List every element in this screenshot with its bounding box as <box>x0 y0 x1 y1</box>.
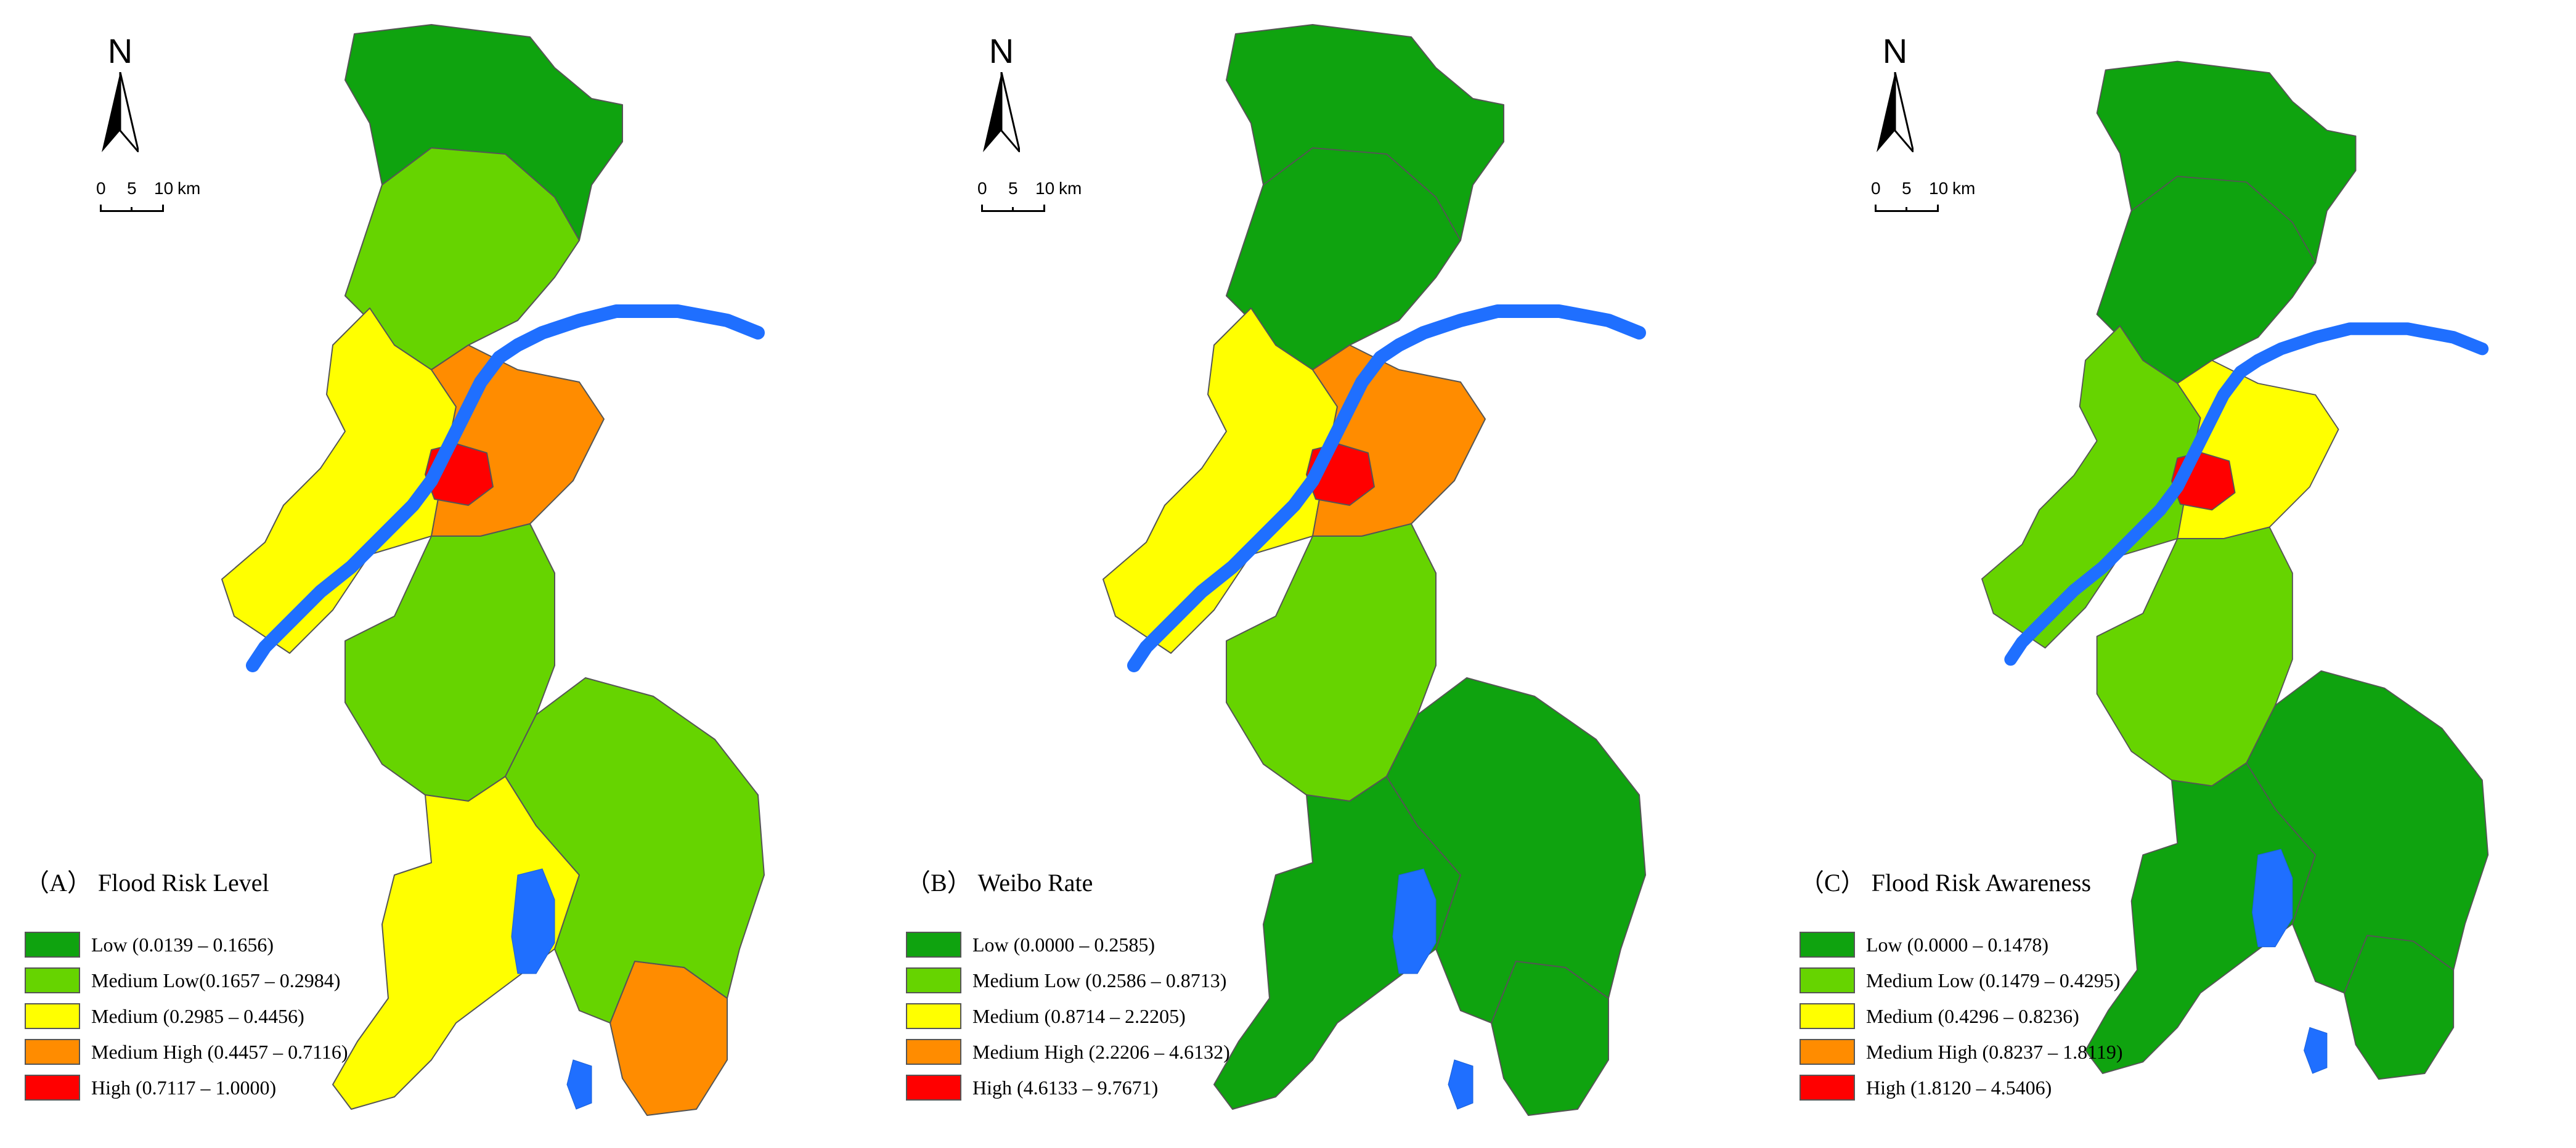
panel-title: （B） Weibo Rate <box>906 869 1093 897</box>
legend-item-medium-low: Medium Low (0.1479 – 0.4295) <box>1800 963 2268 998</box>
north-arrow-label: N <box>1882 31 1908 70</box>
scale-tick-0: 0 <box>96 179 106 198</box>
legend-item-medium-high: Medium High (2.2206 – 4.6132) <box>906 1034 1374 1070</box>
legend-item-high: High (4.6133 – 9.7671) <box>906 1070 1374 1105</box>
scale-tick-10: 10 <box>1929 179 1949 198</box>
legend: （C） Flood Risk Awareness Low (0.0000 – 0… <box>1800 863 2268 1105</box>
north-arrow: N <box>1861 34 1929 163</box>
lake <box>566 1059 592 1110</box>
scale-tick-0: 0 <box>1871 179 1881 198</box>
legend-swatch <box>906 1003 961 1029</box>
legend-label: High (4.6133 – 9.7671) <box>972 1076 1159 1099</box>
panel-title: （C） Flood Risk Awareness <box>1800 869 2092 897</box>
legend: （B） Weibo Rate Low (0.0000 – 0.2585) Med… <box>906 863 1374 1105</box>
map-region <box>1226 147 1461 370</box>
legend-swatch <box>25 932 80 958</box>
scale-tick-0: 0 <box>977 179 987 198</box>
scale-unit: km <box>1059 179 1082 198</box>
lake <box>2304 1027 2328 1074</box>
map-region <box>344 147 580 370</box>
legend-label: Medium (0.8714 – 2.2205) <box>972 1004 1186 1027</box>
map-region <box>344 523 555 802</box>
choropleth-map-b <box>1103 24 1646 1116</box>
north-arrow: N <box>86 34 154 163</box>
legend-item-high: High (0.7117 – 1.0000) <box>25 1070 493 1105</box>
river <box>1127 304 1646 672</box>
map-panel-a: N 0 5 10 km （A） Flood Risk Level Low (0.… <box>0 0 858 1148</box>
scale-bar: 0 5 10 km <box>92 179 253 222</box>
map-region <box>2096 526 2293 787</box>
legend-label: Medium High (0.8237 – 1.8119) <box>1866 1040 2123 1063</box>
legend-label: Medium Low (0.1479 – 0.4295) <box>1866 969 2121 991</box>
map-region <box>505 677 765 1024</box>
legend-item-medium: Medium (0.2985 – 0.4456) <box>25 998 493 1034</box>
north-arrow-label: N <box>107 31 133 70</box>
scale-tick-5: 5 <box>1902 179 1912 198</box>
legend-swatch <box>906 1039 961 1065</box>
north-arrow-icon <box>102 72 139 152</box>
legend-label: Medium High (0.4457 – 0.7116) <box>91 1040 348 1063</box>
map-panel-c: N 0 5 10 km （C） Flood Risk Awareness Low… <box>1775 0 2576 1148</box>
lake <box>1392 868 1437 974</box>
river <box>246 304 765 672</box>
legend-swatch <box>25 967 80 993</box>
legend-label: Medium Low(0.1657 – 0.2984) <box>91 969 341 991</box>
legend-label: Low (0.0000 – 0.1478) <box>1866 933 2048 956</box>
map-region <box>1386 677 1646 1024</box>
legend-swatch <box>1800 1039 1855 1065</box>
legend-item-low: Low (0.0139 – 0.1656) <box>25 927 493 963</box>
lake <box>1448 1059 1473 1110</box>
legend-item-medium-low: Medium Low (0.2586 – 0.8713) <box>906 963 1374 998</box>
map-region <box>1226 523 1437 802</box>
choropleth-map-a <box>221 24 765 1116</box>
scale-bar: 0 5 10 km <box>974 179 1134 222</box>
legend-swatch <box>1800 967 1855 993</box>
scale-tick-10: 10 <box>1035 179 1055 198</box>
legend-swatch <box>25 1003 80 1029</box>
scale-tick-5: 5 <box>1008 179 1018 198</box>
legend-swatch <box>1800 1075 1855 1101</box>
legend-swatch <box>1800 932 1855 958</box>
legend-swatch <box>1800 1003 1855 1029</box>
scale-tick-5: 5 <box>127 179 137 198</box>
scale-unit: km <box>1952 179 1976 198</box>
legend: （A） Flood Risk Level Low (0.0139 – 0.165… <box>25 863 493 1105</box>
legend-label: Low (0.0139 – 0.1656) <box>91 933 274 956</box>
legend-swatch <box>906 967 961 993</box>
north-arrow: N <box>968 34 1035 163</box>
legend-item-medium: Medium (0.8714 – 2.2205) <box>906 998 1374 1034</box>
north-arrow-icon <box>1877 72 1914 152</box>
legend-label: Medium (0.2985 – 0.4456) <box>91 1004 304 1027</box>
choropleth-map-c <box>1981 60 2489 1080</box>
legend-item-low: Low (0.0000 – 0.1478) <box>1800 927 2268 963</box>
scale-unit: km <box>177 179 201 198</box>
north-arrow-label: N <box>988 31 1014 70</box>
legend-label: Medium Low (0.2586 – 0.8713) <box>972 969 1227 991</box>
river <box>2004 322 2489 666</box>
lake <box>2252 849 2293 948</box>
legend-item-medium-high: Medium High (0.8237 – 1.8119) <box>1800 1034 2268 1070</box>
panel-title: （A） Flood Risk Level <box>25 869 269 897</box>
legend-item-medium-low: Medium Low(0.1657 – 0.2984) <box>25 963 493 998</box>
legend-item-medium: Medium (0.4296 – 0.8236) <box>1800 998 2268 1034</box>
legend-item-low: Low (0.0000 – 0.2585) <box>906 927 1374 963</box>
scale-bar: 0 5 10 km <box>1867 179 2028 222</box>
legend-label: High (0.7117 – 1.0000) <box>91 1076 277 1099</box>
legend-label: Medium (0.4296 – 0.8236) <box>1866 1004 2079 1027</box>
legend-item-medium-high: Medium High (0.4457 – 0.7116) <box>25 1034 493 1070</box>
legend-label: Low (0.0000 – 0.2585) <box>972 933 1155 956</box>
north-arrow-icon <box>983 72 1020 152</box>
lake <box>511 868 555 974</box>
legend-label: High (1.8120 – 4.5406) <box>1866 1076 2052 1099</box>
map-region <box>2096 176 2317 385</box>
legend-swatch <box>25 1075 80 1101</box>
legend-label: Medium High (2.2206 – 4.6132) <box>972 1040 1230 1063</box>
map-panel-b: N 0 5 10 km （B） Weibo Rate Low (0.0000 –… <box>881 0 1740 1148</box>
legend-swatch <box>25 1039 80 1065</box>
map-region <box>2246 670 2489 994</box>
legend-item-high: High (1.8120 – 4.5406) <box>1800 1070 2268 1105</box>
legend-swatch <box>906 1075 961 1101</box>
scale-tick-10: 10 <box>154 179 174 198</box>
legend-swatch <box>906 932 961 958</box>
